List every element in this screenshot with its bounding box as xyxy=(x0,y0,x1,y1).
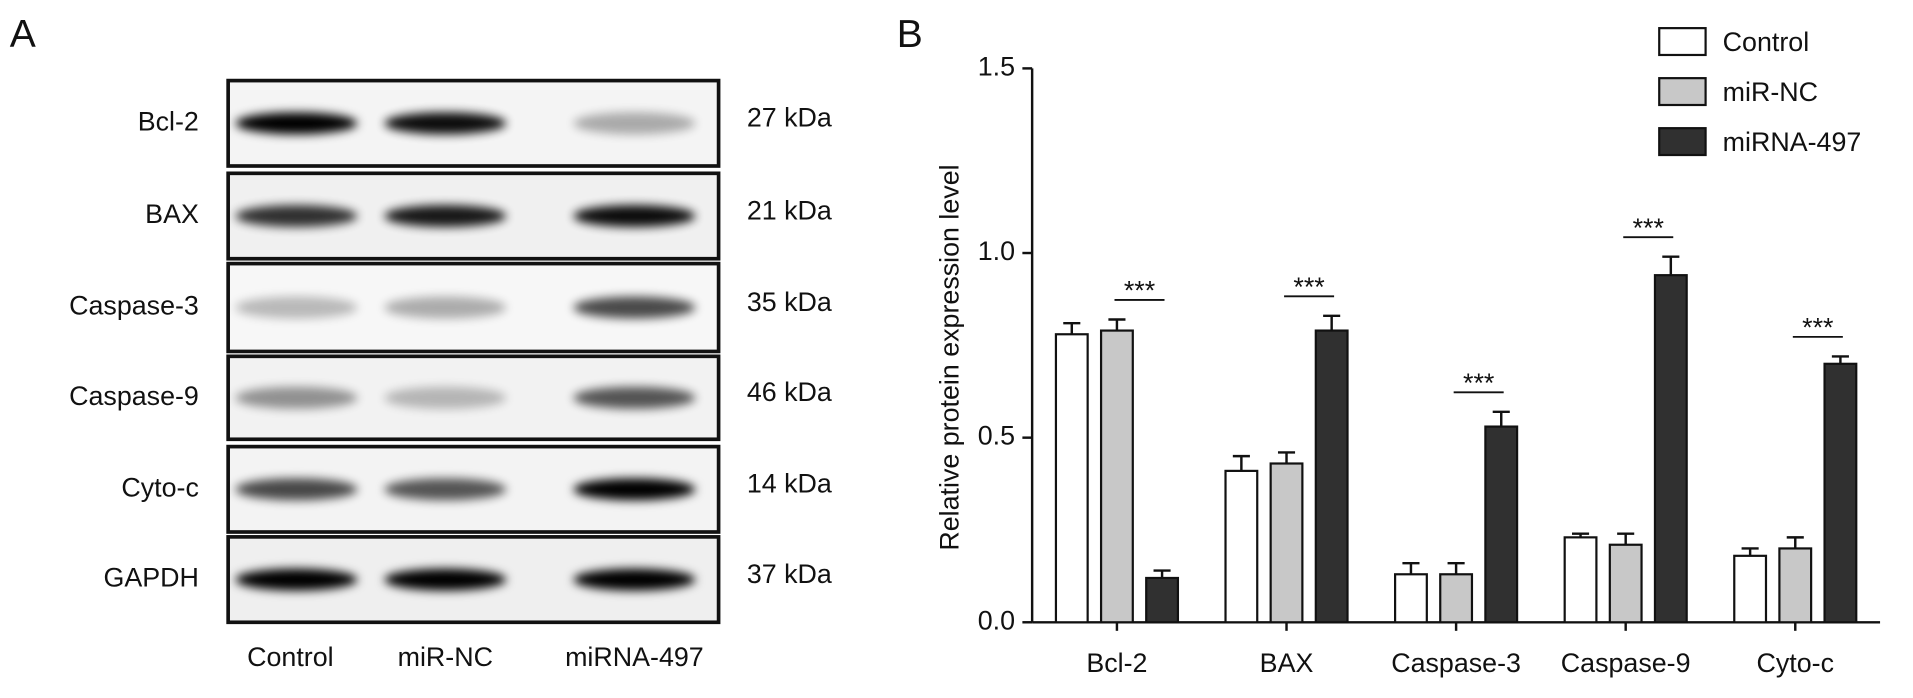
x-tick-label: Caspase-9 xyxy=(1561,648,1691,678)
row-label: Caspase-3 xyxy=(69,291,199,321)
band-size: 46 kDa xyxy=(747,377,832,407)
x-tick-label: Caspase-3 xyxy=(1391,648,1521,678)
bar xyxy=(1823,362,1858,624)
error-bar xyxy=(1277,451,1296,464)
band xyxy=(384,568,507,591)
error-bar xyxy=(1063,321,1081,335)
lane-label: miR-NC xyxy=(398,642,493,672)
band xyxy=(573,112,696,135)
band xyxy=(384,296,507,319)
bar xyxy=(1608,543,1643,624)
band xyxy=(573,386,696,409)
legend-label: miRNA-497 xyxy=(1723,127,1862,157)
lane-label: Control xyxy=(247,642,333,672)
band-size: 14 kDa xyxy=(747,469,832,499)
panel-letter: A xyxy=(10,13,36,56)
error-bar xyxy=(1323,314,1341,331)
y-axis-title: Relative protein expression level xyxy=(935,164,965,550)
band xyxy=(235,568,358,591)
bar xyxy=(1484,425,1519,624)
band xyxy=(573,568,696,591)
panel-letter: B xyxy=(897,13,923,56)
bar xyxy=(1099,329,1134,624)
bar xyxy=(1394,573,1428,624)
significance-label: *** xyxy=(1293,272,1325,302)
y-tick-label: 0.0 xyxy=(978,605,1015,635)
bar xyxy=(1653,274,1688,624)
row-label: GAPDH xyxy=(103,563,198,593)
y-tick-label: 0.5 xyxy=(978,421,1015,451)
row-label: Caspase-9 xyxy=(69,381,199,411)
significance-label: *** xyxy=(1802,313,1834,343)
legend-swatch xyxy=(1658,127,1707,157)
band xyxy=(235,112,358,135)
significance-label: *** xyxy=(1463,368,1495,398)
error-bar xyxy=(1741,547,1759,556)
western-blot: Bcl-2 27 kDa BAX 21 kDa Caspase-3 35 kDa Caspa… xyxy=(69,78,832,672)
error-bar xyxy=(1786,536,1804,549)
bar xyxy=(1733,554,1768,624)
band xyxy=(573,478,696,501)
bar xyxy=(1224,469,1259,624)
band xyxy=(384,112,507,135)
band-size: 35 kDa xyxy=(747,287,832,317)
error-bar xyxy=(1572,532,1590,538)
bar xyxy=(1439,573,1474,624)
error-bar xyxy=(1153,569,1171,578)
bar xyxy=(1778,547,1813,624)
significance-label: *** xyxy=(1633,213,1665,243)
lane-label: miRNA-497 xyxy=(565,642,704,672)
bar xyxy=(1145,576,1180,624)
row-label: Bcl-2 xyxy=(138,106,199,136)
bar xyxy=(1563,536,1598,624)
row-label: Cyto-c xyxy=(121,472,199,502)
error-bar xyxy=(1447,561,1465,575)
bar xyxy=(1314,329,1349,624)
band xyxy=(573,296,696,319)
error-bar xyxy=(1402,561,1420,575)
band xyxy=(573,205,696,227)
band xyxy=(384,478,507,501)
band xyxy=(235,296,358,319)
band xyxy=(235,478,358,501)
bar-chart: 0.0 0.5 1.0 1.5 Relative protein expression … xyxy=(935,27,1881,678)
error-bar xyxy=(1662,255,1680,276)
y-tick-label: 1.5 xyxy=(978,51,1015,81)
y-tick-label: 1.0 xyxy=(978,236,1015,266)
bar xyxy=(1269,462,1304,624)
band xyxy=(235,205,358,227)
x-tick-label: BAX xyxy=(1260,648,1314,678)
bar xyxy=(1054,333,1089,624)
error-bar xyxy=(1232,454,1250,471)
legend-label: Control xyxy=(1723,27,1809,57)
row-label: BAX xyxy=(145,199,199,229)
error-bar xyxy=(1108,318,1126,331)
legend-swatch xyxy=(1658,77,1707,107)
error-bar xyxy=(1831,355,1849,364)
band xyxy=(384,386,507,409)
legend-swatch xyxy=(1658,27,1707,57)
x-tick-label: Cyto-c xyxy=(1757,648,1835,678)
x-tick-label: Bcl-2 xyxy=(1086,648,1147,678)
significance-label: *** xyxy=(1124,276,1156,306)
band-size: 21 kDa xyxy=(747,195,832,225)
error-bar xyxy=(1617,532,1635,545)
band-size: 37 kDa xyxy=(747,559,832,589)
legend-label: miR-NC xyxy=(1723,77,1818,107)
error-bar xyxy=(1492,410,1510,427)
band-size: 27 kDa xyxy=(747,103,832,133)
band xyxy=(384,205,507,227)
band xyxy=(235,386,358,409)
